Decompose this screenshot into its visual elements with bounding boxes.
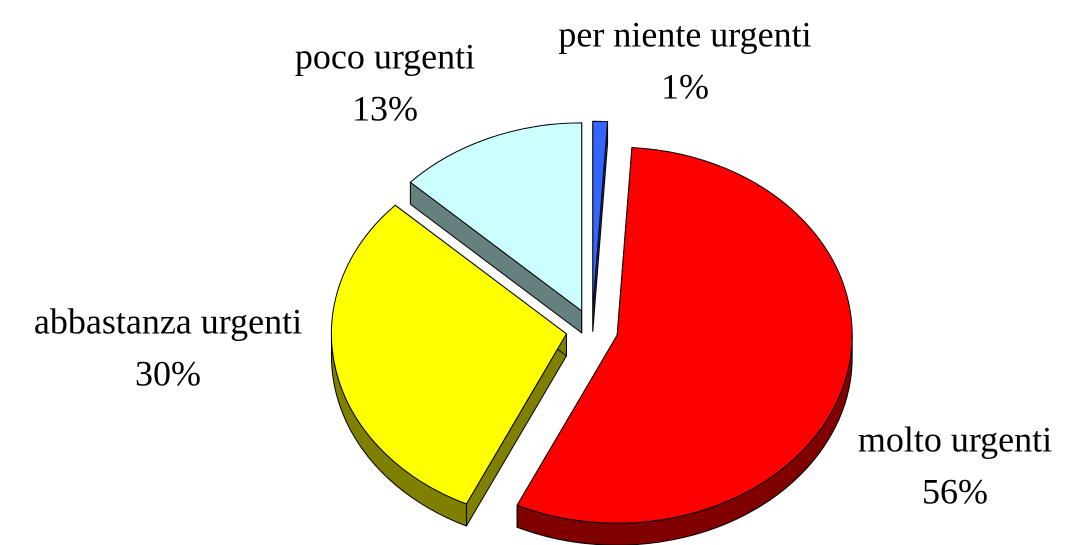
slice-label: abbastanza urgenti <box>34 301 302 341</box>
slice-value-label: 30% <box>135 353 201 393</box>
slice <box>330 204 567 505</box>
slice <box>516 147 853 524</box>
slice <box>592 120 609 310</box>
slice-value-label: 56% <box>922 471 988 511</box>
slice-label: molto urgenti <box>858 419 1052 459</box>
slice-value-label: 13% <box>352 88 418 128</box>
slice-tops <box>330 120 853 524</box>
slice-value-label: 1% <box>661 66 709 106</box>
slice <box>409 122 583 312</box>
slice-label: poco urgenti <box>295 36 475 76</box>
slice-label: per niente urgenti <box>558 14 811 54</box>
